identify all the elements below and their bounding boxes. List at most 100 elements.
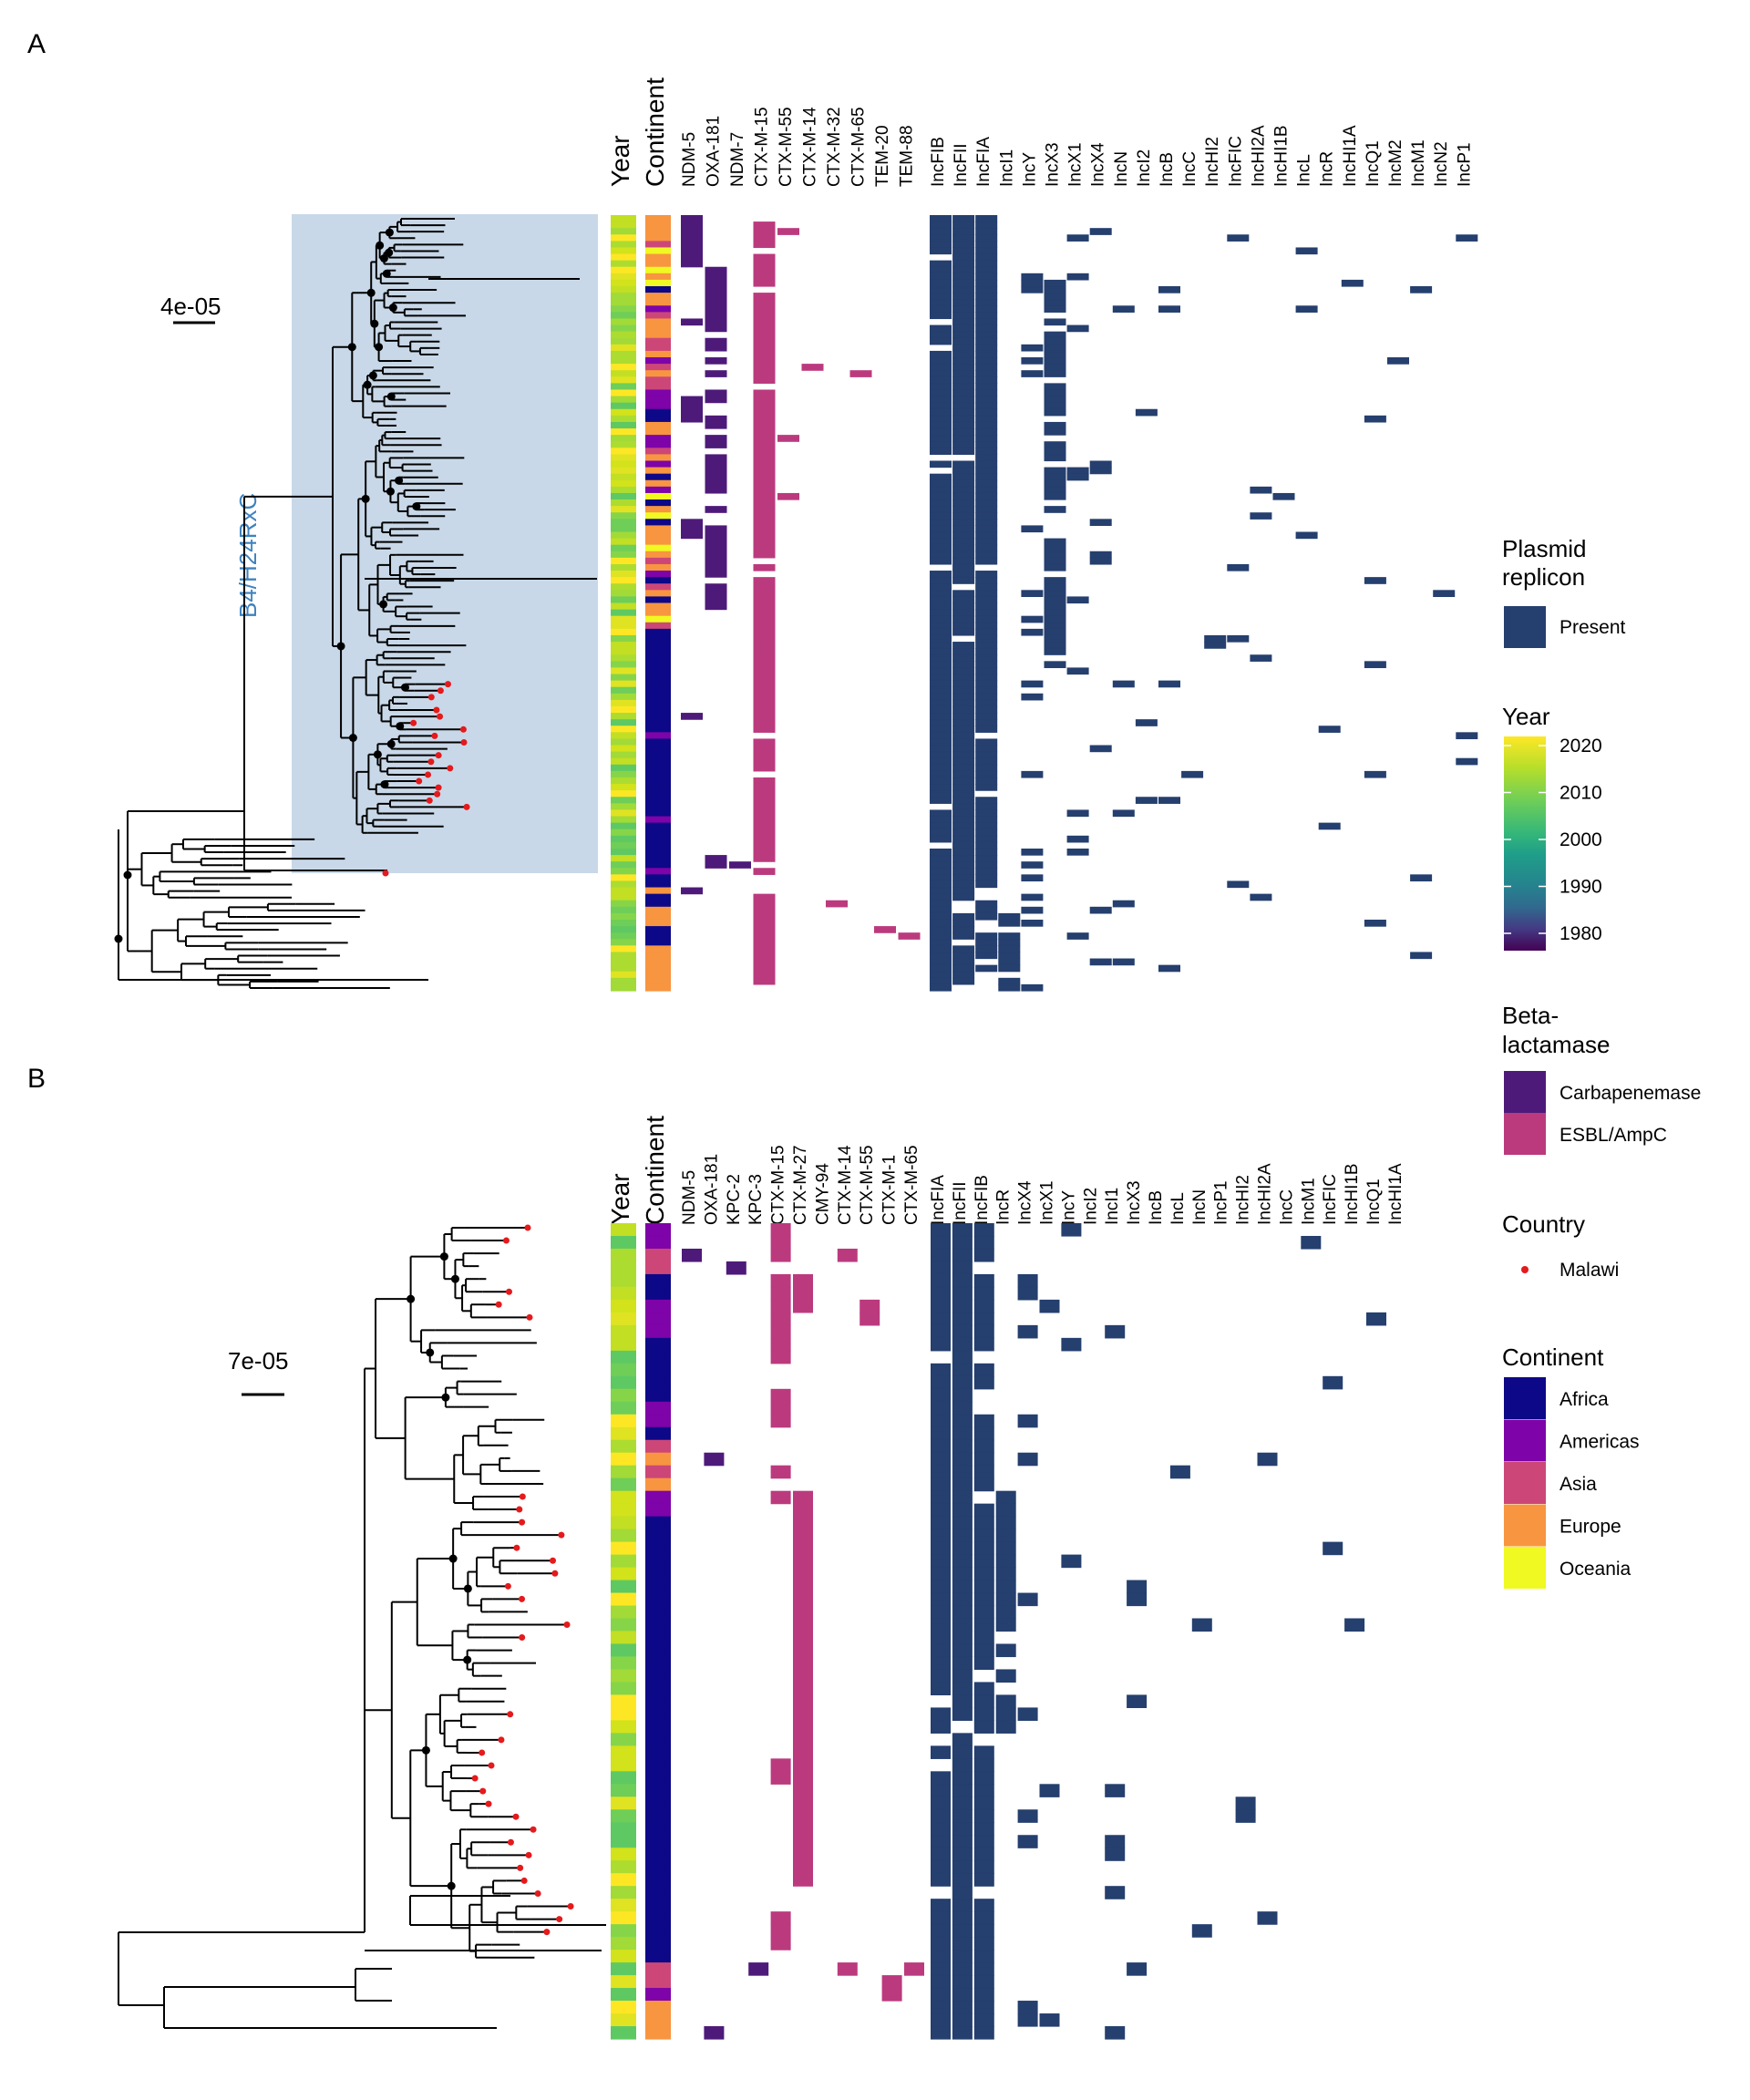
malawi-tip-point bbox=[488, 1762, 495, 1769]
replicon-cell bbox=[931, 1848, 951, 1861]
replicon-cell bbox=[973, 1962, 994, 1976]
replicon-cell bbox=[973, 1694, 994, 1709]
col-header-replicon: IncM1 bbox=[1409, 139, 1428, 187]
continent-cell bbox=[645, 855, 671, 862]
year-cell bbox=[611, 1541, 636, 1556]
replicon-cell bbox=[975, 855, 998, 862]
year-cell bbox=[611, 835, 636, 843]
replicon-cell bbox=[952, 241, 975, 249]
malawi-tip-point bbox=[444, 681, 451, 688]
replicon-cell bbox=[975, 577, 998, 584]
beta-cell bbox=[753, 900, 776, 908]
replicon-cell bbox=[973, 1848, 994, 1861]
replicon-cell bbox=[1127, 1580, 1148, 1594]
replicon-cell bbox=[930, 770, 952, 778]
beta-cell bbox=[705, 305, 727, 313]
beta-cell bbox=[753, 667, 776, 675]
continent-cell bbox=[645, 1605, 671, 1620]
heatmap-b bbox=[611, 1223, 1386, 2040]
replicon-cell bbox=[975, 260, 998, 268]
year-cell bbox=[611, 1796, 636, 1810]
year-cell bbox=[611, 1771, 636, 1785]
continent-cell bbox=[645, 1286, 671, 1301]
legend-present-swatch bbox=[1504, 606, 1546, 648]
replicon-cell bbox=[973, 1605, 994, 1620]
node-support-point bbox=[400, 683, 409, 692]
replicon-cell bbox=[952, 370, 975, 377]
continent-cell bbox=[645, 1337, 671, 1352]
continent-cell bbox=[645, 615, 671, 623]
replicon-cell bbox=[975, 803, 998, 811]
beta-cell bbox=[753, 777, 776, 785]
year-cell bbox=[611, 531, 636, 540]
replicon-cell bbox=[930, 609, 952, 617]
continent-cell bbox=[645, 952, 671, 960]
replicon-cell bbox=[930, 958, 952, 966]
beta-cell bbox=[753, 829, 776, 837]
continent-cell bbox=[645, 777, 671, 785]
continent-cell bbox=[645, 751, 671, 759]
replicon-cell bbox=[1044, 551, 1066, 559]
replicon-cell bbox=[975, 829, 998, 837]
replicon-cell bbox=[930, 952, 952, 960]
replicon-cell bbox=[931, 1860, 951, 1874]
replicon-cell bbox=[952, 705, 975, 714]
beta-cell bbox=[681, 260, 703, 268]
replicon-cell bbox=[952, 958, 975, 966]
col-header-replicon: IncR bbox=[1318, 151, 1337, 187]
beta-cell bbox=[770, 1337, 791, 1352]
replicon-cell bbox=[930, 816, 952, 824]
beta-cell bbox=[770, 1401, 791, 1415]
replicon-cell bbox=[930, 266, 952, 274]
beta-cell bbox=[770, 1388, 791, 1403]
year-cell bbox=[611, 551, 636, 559]
year-cell bbox=[611, 738, 636, 746]
replicon-cell bbox=[973, 1580, 994, 1594]
replicon-cell bbox=[931, 1937, 951, 1951]
continent-cell bbox=[645, 1529, 671, 1543]
continent-cell bbox=[645, 441, 671, 448]
year-cell bbox=[611, 1822, 636, 1836]
year-cell bbox=[611, 958, 636, 966]
continent-legend-swatch bbox=[1504, 1377, 1546, 1419]
replicon-cell bbox=[975, 745, 998, 753]
replicon-cell bbox=[998, 977, 1021, 985]
col-header-replicon: IncP1 bbox=[1455, 142, 1474, 187]
replicon-cell bbox=[952, 228, 975, 235]
node-support-point bbox=[463, 1584, 472, 1593]
replicon-cell bbox=[1017, 1835, 1038, 1848]
continent-cell bbox=[645, 596, 671, 604]
beta-cell bbox=[705, 855, 727, 862]
replicon-cell bbox=[952, 693, 975, 701]
replicon-cell bbox=[973, 1784, 994, 1797]
replicon-cell bbox=[975, 693, 998, 701]
continent-cell bbox=[645, 1733, 671, 1746]
beta-cell bbox=[770, 1758, 791, 1772]
year-cell bbox=[611, 408, 636, 417]
beta-cell bbox=[753, 822, 776, 830]
replicon-cell bbox=[1250, 486, 1272, 494]
year-cell bbox=[611, 777, 636, 785]
replicon-cell bbox=[931, 1414, 951, 1428]
replicon-cell bbox=[930, 874, 952, 882]
year-cell bbox=[611, 435, 636, 442]
continent-cell bbox=[645, 1452, 671, 1467]
beta-cell bbox=[793, 1720, 813, 1734]
beta-cell bbox=[705, 506, 727, 513]
year-cell bbox=[611, 396, 636, 404]
continent-cell bbox=[645, 868, 671, 875]
legend-beta-title-2: lactamase bbox=[1502, 1031, 1611, 1058]
year-cell bbox=[611, 983, 636, 992]
year-cell bbox=[611, 247, 636, 255]
replicon-cell bbox=[1044, 596, 1066, 604]
continent-cell bbox=[645, 809, 671, 818]
replicon-cell bbox=[930, 642, 952, 649]
replicon-cell bbox=[975, 848, 998, 856]
continent-cell bbox=[645, 926, 671, 933]
replicon-cell bbox=[995, 1618, 1016, 1632]
replicon-cell bbox=[975, 939, 998, 946]
beta-cell bbox=[705, 421, 727, 429]
beta-cell bbox=[753, 906, 776, 914]
year-cell bbox=[611, 705, 636, 714]
col-header-replicon: IncM1 bbox=[1299, 1178, 1318, 1225]
